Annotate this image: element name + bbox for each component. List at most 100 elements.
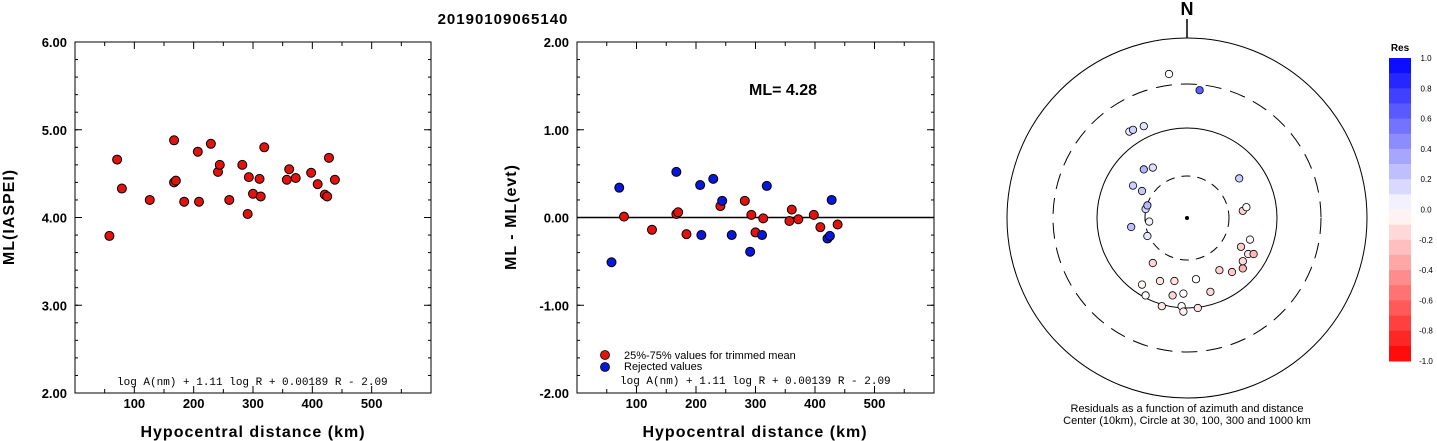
azimuth-residual-plot: N Residuals as a function of azimuth and… <box>1006 0 1368 427</box>
chart2-accepted-point <box>758 213 769 224</box>
chart1-ytick-label: 6.00 <box>42 35 67 50</box>
chart2-rejected-point <box>708 173 719 184</box>
chart1-xtick-label: 200 <box>183 396 205 411</box>
colorbar-cell <box>1389 118 1411 135</box>
chart1-accepted-point <box>281 174 292 185</box>
chart1-accepted-point <box>214 159 225 170</box>
station-marker <box>1227 267 1237 277</box>
chart2-rejected-point <box>696 230 707 241</box>
station-marker <box>1127 222 1136 232</box>
station-marker <box>1155 276 1165 286</box>
chart2-rejected-point <box>824 230 835 241</box>
chart2-accepted-point <box>786 204 797 215</box>
chart1-accepted-point <box>254 173 265 184</box>
station-marker <box>1235 174 1244 183</box>
colorbar-cell <box>1389 330 1411 347</box>
station-marker <box>1249 249 1258 259</box>
station-marker <box>1168 291 1177 300</box>
chart1-accepted-point <box>169 135 180 146</box>
residual-colorbar: Res 1.0 0.8 0.6 0.4 0.2 0.0 -0.2 -0.4 -0.6 -0.8 -1… <box>1389 43 1433 366</box>
chart2-rejected-point <box>695 180 706 191</box>
station-marker <box>1179 307 1188 316</box>
station-marker <box>1195 86 1204 95</box>
chart1-ticks: 100 200 300 400 500 2.00 3.00 4.00 5.00 6.00 <box>42 35 431 411</box>
chart2-rejected-point <box>717 195 728 206</box>
chart2-ytick-label: -1.00 <box>539 298 569 313</box>
chart1-accepted-point <box>192 146 203 157</box>
ml-annotation: ML= 4.28 <box>749 82 817 99</box>
colorbar-cells <box>1389 58 1411 362</box>
colorbar-cell <box>1389 270 1411 286</box>
colorbar-tick-label: -0.6 <box>1419 296 1433 305</box>
colorbar-cell <box>1389 58 1411 74</box>
chart2-ticks: 100 200 300 400 500 -2.00 -1.00 0.00 1.00 2.00 <box>539 35 934 411</box>
chart2-rejected-point <box>761 180 772 191</box>
legend-accepted-marker <box>600 350 610 360</box>
chart1-ylabel: ML(IASPEI) <box>1 169 18 265</box>
chart2-ytick-label: 2.00 <box>544 35 569 50</box>
colorbar-title: Res <box>1391 43 1410 54</box>
polar-caption-line2: Center (10km), Circle at 30, 100, 300 an… <box>1063 415 1311 427</box>
chart1-accepted-point <box>306 167 317 178</box>
chart2-xtick-label: 400 <box>804 396 826 411</box>
chart1-xtick-label: 400 <box>301 396 323 411</box>
chart1-xtick-label: 100 <box>123 396 145 411</box>
chart2-xlabel: Hypocentral distance (km) <box>642 424 867 441</box>
colorbar-tick-label: -0.8 <box>1419 327 1433 336</box>
legend-accepted-label: 25%-75% values for trimmed mean <box>624 350 796 362</box>
chart1-ytick-label: 4.00 <box>42 211 67 226</box>
colorbar-tick-label: 0.6 <box>1420 115 1432 124</box>
station-marker <box>1143 201 1152 210</box>
colorbar-tick-label: 0.4 <box>1420 145 1432 154</box>
chart2-rejected-point <box>745 246 756 257</box>
chart2-accepted-point <box>746 209 757 220</box>
station-markers <box>1125 69 1258 316</box>
station-marker <box>1179 289 1188 298</box>
chart2-accepted-point <box>832 219 843 230</box>
station-marker <box>1128 125 1138 134</box>
colorbar-tick-label: 0.2 <box>1420 175 1432 184</box>
chart1-accepted-point <box>329 174 340 185</box>
station-marker <box>1206 287 1215 296</box>
station-marker <box>1245 235 1255 244</box>
chart1-accepted-point <box>179 196 190 207</box>
station-marker <box>1128 181 1138 190</box>
colorbar-tick-label: 0.0 <box>1420 206 1432 215</box>
colorbar-cell <box>1389 194 1411 210</box>
chart2-xtick-label: 200 <box>685 396 707 411</box>
chart1-accepted-point <box>170 175 181 186</box>
colorbar-cell <box>1389 345 1411 362</box>
station-marker <box>1238 264 1247 273</box>
chart1-xtick-label: 500 <box>361 396 383 411</box>
legend-rejected-marker <box>600 362 610 372</box>
chart2-xtick-label: 100 <box>626 396 648 411</box>
chart1-accepted-point <box>322 191 333 202</box>
chart2-rejected-point <box>726 230 737 241</box>
colorbar-tick-label: -0.4 <box>1419 266 1433 275</box>
station-marker <box>1139 122 1148 131</box>
ring-300km <box>1052 83 1322 353</box>
chart2-rejected-point <box>671 166 682 177</box>
colorbar-cell <box>1389 103 1411 120</box>
chart2-rejected-point <box>826 194 837 205</box>
chart2-ytick-label: 1.00 <box>544 123 569 138</box>
chart1-xlabel: Hypocentral distance (km) <box>140 424 365 441</box>
chart1-accepted-point <box>116 183 127 194</box>
colorbar-cell <box>1389 285 1411 301</box>
chart2-formula: log A(nm) + 1.11 log R + 0.00139 R - 2.0… <box>620 376 891 388</box>
chart2-xtick-label: 500 <box>864 396 886 411</box>
chart2-accepted-point <box>815 222 826 233</box>
chart1-xtick-label: 300 <box>242 396 264 411</box>
ring-100km <box>1096 127 1278 309</box>
station-marker <box>1141 291 1150 300</box>
chart2-legend: 25%-75% values for trimmed mean Rejected… <box>600 350 796 373</box>
chart1-accepted-point <box>104 230 115 241</box>
chart1-accepted-point <box>255 191 266 202</box>
colorbar-cell <box>1389 148 1411 165</box>
epicenter-marker <box>1185 216 1189 220</box>
colorbar-cell <box>1389 300 1411 317</box>
chart2-points <box>606 166 843 268</box>
legend-rejected-label: Rejected values <box>624 361 703 373</box>
chart2-accepted-point <box>646 224 657 235</box>
station-marker <box>1145 217 1154 226</box>
